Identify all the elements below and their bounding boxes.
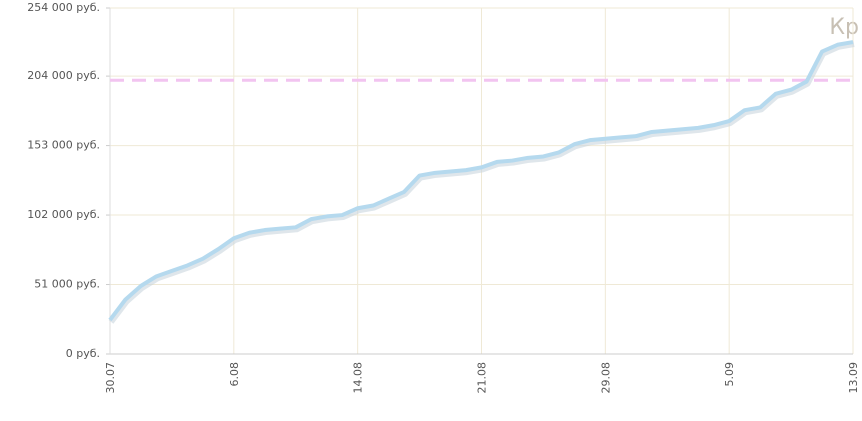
y-tick-label: 204 000 руб. xyxy=(27,69,100,82)
x-tick-label: 21.08 xyxy=(476,362,489,394)
line xyxy=(108,40,854,322)
annotation: Кр xyxy=(829,15,859,40)
x-tick-label: 30.07 xyxy=(104,362,117,394)
x-tick-label: 5.09 xyxy=(723,362,736,387)
x-tick-label: 6.08 xyxy=(228,362,241,387)
y-tick-label: 51 000 руб. xyxy=(34,278,100,291)
x-tick-label: 13.09 xyxy=(847,362,860,394)
line-shadow xyxy=(108,41,855,324)
plot: 0 руб. 51 000 руб. 102 000 руб. 153 000 руб… xyxy=(27,1,860,394)
y-tick-label: 0 руб. xyxy=(66,347,100,360)
y-tick-label: 102 000 руб. xyxy=(27,208,100,221)
x-tick-label: 29.08 xyxy=(599,362,612,394)
y-tick-label: 254 000 руб. xyxy=(27,1,100,14)
y-tick-label: 153 000 руб. xyxy=(27,139,100,152)
x-tick-label: 14.08 xyxy=(352,362,365,394)
